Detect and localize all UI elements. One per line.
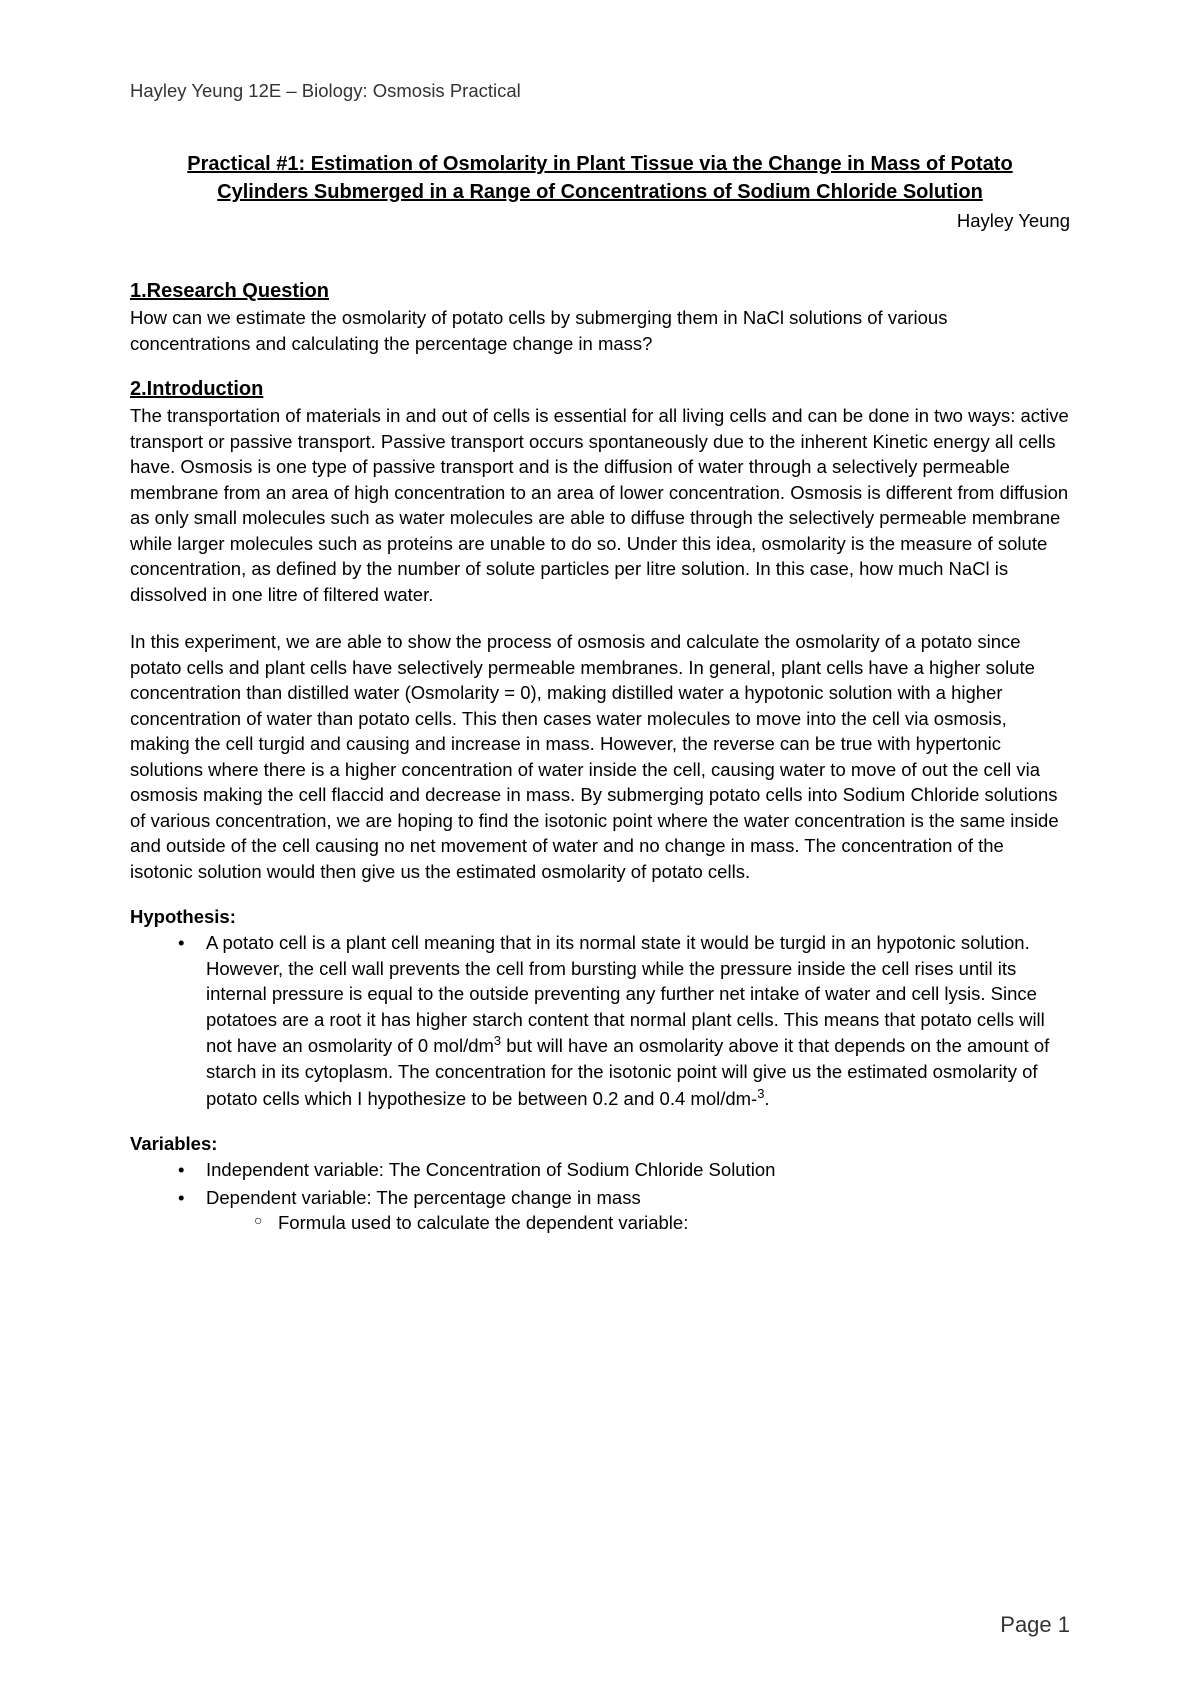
hypothesis-bullet: A potato cell is a plant cell meaning th… bbox=[178, 930, 1070, 1111]
document-author: Hayley Yeung bbox=[130, 210, 1070, 232]
document-page: Hayley Yeung 12E – Biology: Osmosis Prac… bbox=[0, 0, 1200, 1236]
variables-heading: Variables: bbox=[130, 1133, 1070, 1155]
introduction-para2: In this experiment, we are able to show … bbox=[130, 629, 1070, 884]
variable-dependent-formula: Formula used to calculate the dependent … bbox=[254, 1210, 1070, 1236]
hypothesis-list: A potato cell is a plant cell meaning th… bbox=[130, 930, 1070, 1111]
page-header: Hayley Yeung 12E – Biology: Osmosis Prac… bbox=[130, 80, 1070, 102]
introduction-para1: The transportation of materials in and o… bbox=[130, 403, 1070, 607]
variables-list: Independent variable: The Concentration … bbox=[130, 1157, 1070, 1236]
hypothesis-heading: Hypothesis: bbox=[130, 906, 1070, 928]
document-title: Practical #1: Estimation of Osmolarity i… bbox=[140, 150, 1060, 206]
variable-dependent-label: Dependent variable: The percentage chang… bbox=[206, 1187, 641, 1208]
research-question-body: How can we estimate the osmolarity of po… bbox=[130, 305, 1070, 356]
section-heading-introduction: 2.Introduction bbox=[130, 378, 1070, 401]
variable-independent: Independent variable: The Concentration … bbox=[178, 1157, 1070, 1183]
page-number: Page 1 bbox=[1000, 1612, 1070, 1638]
variable-dependent-sublist: Formula used to calculate the dependent … bbox=[206, 1210, 1070, 1236]
section-heading-research-question: 1.Research Question bbox=[130, 280, 1070, 303]
variable-dependent: Dependent variable: The percentage chang… bbox=[178, 1185, 1070, 1236]
